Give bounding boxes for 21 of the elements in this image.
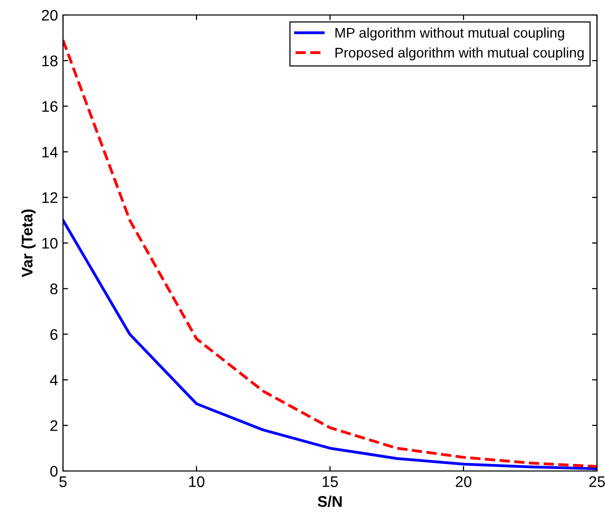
x-tick-label: 20 <box>456 476 472 488</box>
y-tick-label: 16 <box>42 101 58 112</box>
y-tick-label: 20 <box>42 10 58 21</box>
y-tick-label: 14 <box>42 146 58 158</box>
x-axis-title: S/N <box>318 496 342 508</box>
y-tick-label: 10 <box>42 238 58 249</box>
line-series <box>63 38 597 468</box>
x-tick-label: 10 <box>189 476 204 488</box>
y-tick-label: 4 <box>50 374 58 386</box>
x-tick-label: 5 <box>59 476 67 488</box>
y-tick-label: 6 <box>50 329 58 340</box>
y-axis-title: Var (Teta) <box>21 210 36 278</box>
legend-label: Proposed algorithm with mutual coupling <box>336 47 584 60</box>
y-tick-label: 2 <box>50 420 58 431</box>
x-tick-label: 25 <box>589 476 605 488</box>
legend-label: MP algorithm without mutual coupling <box>336 28 564 40</box>
y-tick-label: 12 <box>42 192 58 203</box>
y-tick-label: 18 <box>42 55 58 66</box>
y-tick-label: 8 <box>50 283 58 294</box>
y-tick-label: 0 <box>50 466 58 477</box>
x-tick-label: 15 <box>322 476 338 488</box>
